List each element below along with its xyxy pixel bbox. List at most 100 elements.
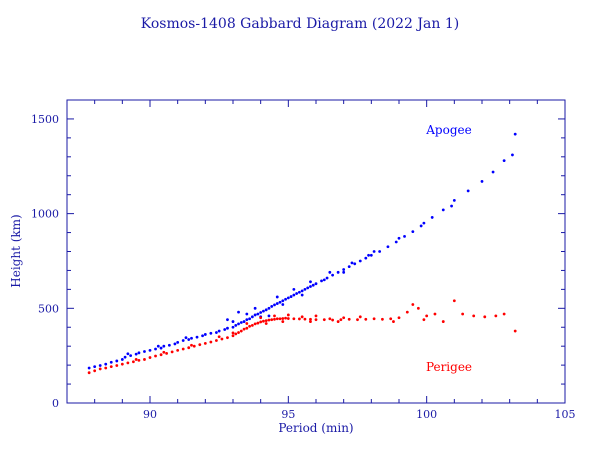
apogee-point-7 (123, 355, 127, 359)
apogee-point-2 (98, 364, 102, 367)
perigee-point-37 (262, 319, 265, 323)
apogee-point-103 (156, 344, 160, 348)
apogee-point-82 (491, 170, 495, 174)
apogee-point-10 (137, 351, 141, 355)
perigee-point-75 (245, 322, 249, 325)
apogee-point-67 (353, 262, 357, 266)
apogee-point-93 (275, 295, 279, 299)
perigee-point-42 (275, 317, 279, 321)
apogee-point-108 (342, 270, 346, 274)
apogee-point-75 (411, 230, 415, 234)
perigee-point-22 (209, 340, 213, 344)
apogee-point-57 (306, 286, 310, 290)
perigee-point-27 (234, 332, 238, 336)
y-axis-label: Height (km) (9, 214, 23, 287)
perigee-point-20 (198, 343, 202, 347)
apogee-point-47 (278, 300, 282, 304)
perigee-point-54 (339, 318, 343, 322)
perigee-point-84 (231, 331, 235, 335)
apogee-point-50 (286, 296, 290, 300)
perigee-point-91 (392, 320, 395, 323)
apogee-point-95 (309, 280, 312, 284)
apogee-point-59 (311, 283, 315, 287)
y-tick-label-1500: 1500 (31, 113, 59, 126)
perigee-point-10 (143, 358, 146, 361)
perigee-point-21 (203, 341, 207, 345)
perigee-point-66 (433, 312, 437, 316)
apogee-point-92 (253, 306, 257, 310)
apogee-point-19 (181, 339, 185, 342)
perigee-point-63 (411, 303, 415, 306)
data-points (87, 132, 517, 375)
x-axis-label: Period (min) (278, 421, 353, 435)
apogee-point-94 (292, 287, 296, 291)
perigee-point-68 (452, 299, 456, 303)
perigee-point-87 (134, 358, 138, 361)
apogee-point-66 (347, 265, 351, 269)
perigee-point-19 (192, 344, 196, 348)
perigee-point-92 (422, 318, 426, 322)
apogee-point-4 (109, 360, 113, 364)
apogee-point-78 (441, 208, 445, 212)
apogee-point-73 (394, 240, 398, 244)
perigee-point-48 (298, 317, 301, 321)
perigee-point-32 (248, 324, 252, 328)
apogee-point-104 (126, 352, 130, 356)
apogee-point-24 (203, 333, 207, 336)
perigee-point-74 (513, 329, 517, 333)
apogee-point-102 (184, 336, 188, 340)
apogee-point-9 (134, 352, 138, 356)
apogee-point-65 (342, 268, 346, 271)
perigee-point-64 (416, 306, 420, 310)
apogee-point-89 (267, 314, 271, 318)
apogee-point-23 (201, 334, 204, 338)
apogee-point-70 (369, 253, 373, 257)
y-tick-label-1000: 1000 (31, 208, 59, 221)
perigee-point-25 (226, 336, 229, 340)
apogee-point-84 (511, 153, 514, 157)
perigee-point-67 (441, 320, 445, 323)
perigee-point-65 (425, 314, 429, 318)
apogee-point-55 (300, 289, 304, 293)
apogee-point-63 (331, 273, 334, 277)
perigee-point-17 (181, 347, 185, 351)
perigee-point-36 (259, 320, 263, 324)
apogee-point-85 (513, 132, 517, 136)
perigee-point-5 (115, 364, 119, 367)
apogee-point-27 (217, 329, 221, 333)
perigee-point-72 (494, 314, 498, 318)
perigee-point-78 (286, 313, 290, 317)
apogee-point-105 (281, 303, 285, 306)
apogee-point-1 (93, 365, 97, 369)
apogee-point-61 (320, 279, 323, 283)
apogee-point-37 (250, 315, 254, 319)
perigee-point-1 (93, 369, 97, 373)
perigee-point-24 (220, 337, 224, 341)
apogee-point-33 (239, 321, 243, 324)
perigee-point-82 (342, 316, 346, 320)
perigee-point-50 (309, 317, 312, 321)
perigee-point-45 (284, 316, 287, 320)
apogee-point-12 (148, 348, 152, 352)
apogee-point-68 (358, 259, 362, 263)
perigee-point-57 (364, 317, 368, 321)
perigee-point-26 (231, 334, 235, 338)
y-tick-label-500: 500 (38, 302, 59, 315)
apogee-point-69 (364, 256, 368, 260)
apogee-point-46 (275, 302, 279, 305)
perigee-point-76 (259, 316, 263, 320)
apogee-point-71 (378, 250, 382, 253)
perigee-point-23 (215, 339, 218, 342)
perigee-point-33 (250, 323, 254, 327)
apogee-point-41 (262, 309, 265, 313)
perigee-point-61 (397, 316, 401, 320)
perigee-point-8 (132, 360, 135, 364)
apogee-point-98 (372, 250, 376, 253)
apogee-point-8 (129, 354, 133, 358)
perigee-point-11 (148, 356, 152, 359)
apogee-point-0 (87, 366, 91, 370)
perigee-point-79 (300, 315, 304, 319)
apogee-point-45 (273, 303, 276, 307)
apogee-point-28 (223, 328, 227, 331)
apogee-point-29 (226, 326, 229, 330)
